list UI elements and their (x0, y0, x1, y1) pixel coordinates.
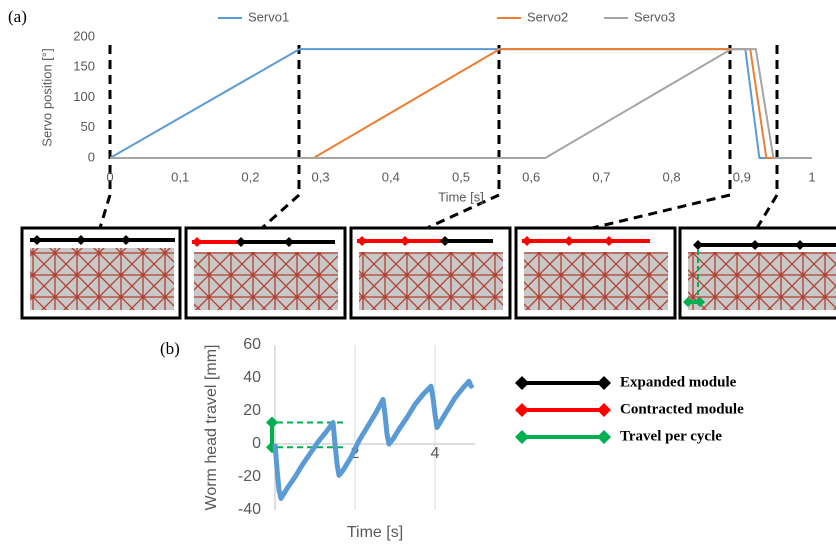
x-tick-label: 0,4 (382, 169, 400, 184)
panel-label: (b) (160, 339, 180, 358)
y-tick-label: 100 (73, 89, 95, 104)
x-tick-label: 0,5 (452, 169, 470, 184)
photo-panel (349, 226, 512, 320)
y-tick-label: 60 (243, 336, 261, 353)
x-tick-label: 0,2 (241, 169, 259, 184)
x-axis-title: Time [s] (347, 524, 403, 541)
x-tick-label: 0,8 (663, 169, 681, 184)
data-line (272, 378, 475, 501)
x-tick-label: 0,9 (733, 169, 751, 184)
photo-panel (20, 226, 182, 320)
y-tick-label: 0 (252, 435, 261, 452)
data-line (110, 48, 812, 159)
y-tick-label: 150 (73, 59, 95, 74)
photo-panel (184, 226, 347, 320)
x-tick-label: 1 (808, 169, 815, 184)
legend-marker (515, 430, 529, 444)
legend-marker (515, 376, 529, 390)
photo-panel (678, 226, 836, 320)
y-tick-label: -20 (238, 468, 261, 485)
y-tick-label: 50 (81, 119, 95, 134)
y-tick-label: -40 (238, 501, 261, 518)
x-axis-title: Time [s] (438, 189, 484, 204)
photo-strip (20, 226, 836, 320)
legend-marker (597, 376, 611, 390)
legend-label: Servo1 (248, 9, 289, 24)
travel-marker (266, 416, 278, 429)
x-tick-label: 0 (106, 169, 113, 184)
data-line (110, 48, 812, 159)
y-tick-label: 0 (88, 149, 95, 164)
x-tick-label: 4 (431, 445, 440, 462)
y-tick-label: 40 (243, 369, 261, 386)
y-axis-title: Servo position [°] (39, 48, 54, 146)
y-tick-label: 200 (73, 28, 95, 43)
legend-label: Servo2 (527, 9, 568, 24)
x-tick-label: 0,1 (171, 169, 189, 184)
connector-lines (98, 45, 779, 230)
legend-label: Servo3 (634, 9, 675, 24)
panel-label: (a) (8, 7, 27, 26)
legend-marker (597, 430, 611, 444)
legend-label: Contracted module (620, 401, 744, 417)
x-tick-label: 0,6 (522, 169, 540, 184)
x-tick-label: 0,7 (592, 169, 610, 184)
photo-panel (514, 226, 677, 320)
x-tick-label: 0,3 (312, 169, 330, 184)
legend-marker (597, 403, 611, 417)
y-axis-title: Worm head travel [mm] (203, 345, 220, 511)
y-tick-label: 20 (243, 402, 261, 419)
data-line (109, 48, 812, 159)
legend-label: Travel per cycle (620, 428, 722, 444)
legend-label: Expanded module (620, 374, 737, 390)
legend-marker (515, 403, 529, 417)
